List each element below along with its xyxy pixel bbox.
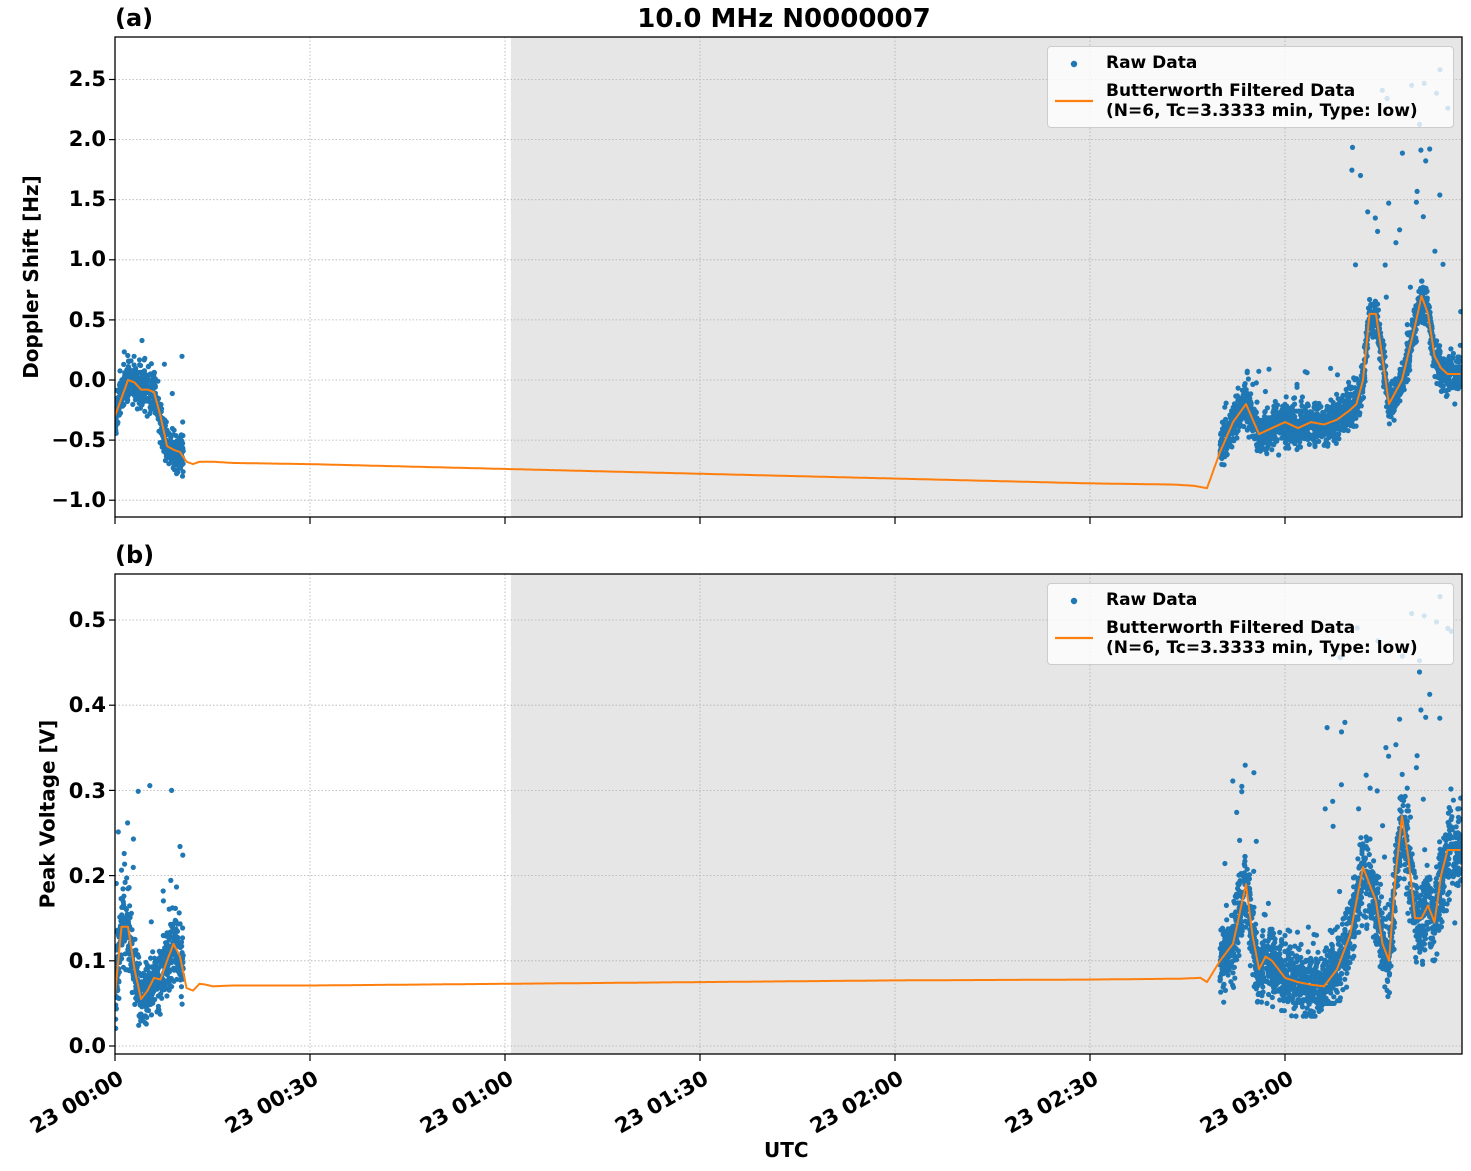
panel-b-ytick: 0.3: [68, 779, 106, 803]
x-axis-label: UTC: [764, 1138, 809, 1162]
filtered-line: [115, 294, 1461, 490]
axes-frame: [114, 36, 1463, 518]
legend-filtered-label-1: Butterworth Filtered Data: [1106, 81, 1356, 101]
panel-a-ytick: 1.0: [68, 247, 106, 271]
panel-b-ytick: 0.1: [68, 949, 106, 973]
panel-a-ytick: −1.0: [51, 488, 106, 512]
raw-data-marker-icon: [1070, 597, 1078, 605]
legend-markers: [1055, 597, 1093, 640]
figure-title: 10.0 MHz N0000007: [637, 4, 931, 34]
panel-a-legend: Raw Data Butterworth Filtered Data (N=6,…: [1047, 46, 1454, 128]
panel-a-ytick: 0.5: [68, 308, 106, 332]
panel-a-label: (a): [115, 4, 154, 32]
filtered-line: [115, 815, 1461, 1001]
legend-filtered-label-1: Butterworth Filtered Data: [1106, 618, 1356, 638]
panel-b-label: (b): [115, 541, 155, 569]
panel-a-ytick: 0.0: [68, 368, 106, 392]
raw-data-points: [115, 594, 1462, 1031]
panel-a-ytick: 2.0: [68, 127, 106, 151]
legend-filtered-label-2: (N=6, Tc=3.3333 min, Type: low): [1106, 638, 1418, 658]
panel-a-ytick: 1.5: [68, 187, 106, 211]
raw-data-marker-icon: [1070, 60, 1078, 68]
legend-raw-label: Raw Data: [1106, 590, 1198, 610]
legend-markers: [1055, 60, 1093, 103]
legend-raw-label: Raw Data: [1106, 53, 1198, 73]
panel-a-ytick: −0.5: [51, 428, 106, 452]
panel-b-ytick: 0.0: [68, 1034, 106, 1058]
axes-frame: [114, 573, 1463, 1055]
panel-b-ytick: 0.5: [68, 608, 106, 632]
legend-filtered-label-2: (N=6, Tc=3.3333 min, Type: low): [1106, 101, 1418, 121]
panel-b-ytick: 0.2: [68, 864, 106, 888]
panel-b-ytick: 0.4: [68, 693, 106, 717]
panel-a-ytick: 2.5: [68, 67, 106, 91]
panel-b-legend: Raw Data Butterworth Filtered Data (N=6,…: [1047, 583, 1454, 665]
